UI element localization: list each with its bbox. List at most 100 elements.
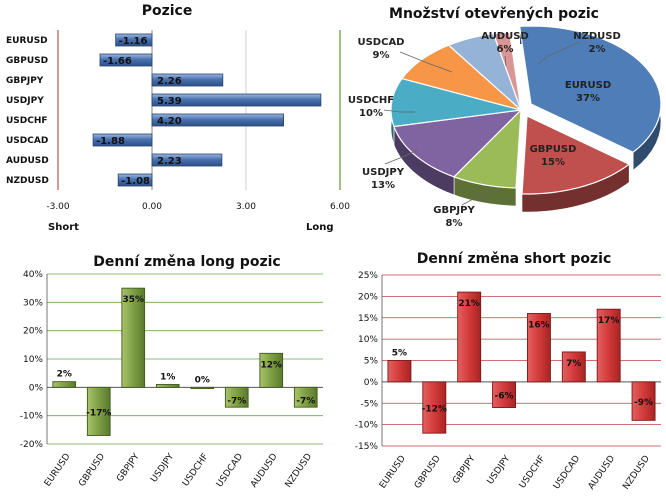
- bar-value-label: -9%: [634, 398, 653, 408]
- pie-slice: [452, 108, 522, 189]
- open-positions-pie-chart: Množství otevřených pozic EURUSD 37% GBPUS…: [348, 6, 662, 229]
- bar: [224, 386, 249, 408]
- pie-percent-label: 15%: [541, 157, 565, 168]
- long-change-chart: Denní změna long pozic -20% -10% 0% 10% 20% 3…: [20, 254, 323, 490]
- pie-category-label: AUDUSD: [481, 31, 528, 42]
- pie-leader-line: [504, 55, 507, 67]
- x-category-label: USDCAD: [552, 454, 582, 491]
- bar: [86, 386, 111, 436]
- x-category-label: USDCAD: [215, 452, 245, 489]
- x-category-label: USDCHF: [181, 452, 211, 488]
- bar-value-label: -1.88: [96, 136, 125, 147]
- position-bar: [151, 93, 322, 107]
- bar: [121, 287, 146, 388]
- pie-leader-line: [384, 149, 419, 165]
- pie-chart-title: Množství otevřených pozic: [389, 6, 599, 22]
- pie-percent-label: 10%: [359, 108, 383, 119]
- bar: [561, 351, 586, 383]
- pie-slice: [492, 31, 522, 111]
- bar-value-label: 16%: [528, 320, 550, 330]
- pie-leader-line: [383, 109, 415, 113]
- bar: [457, 291, 482, 383]
- y-tick-label: -5%: [360, 399, 378, 409]
- x-category-label: GBPUSD: [77, 452, 107, 489]
- short-label: Short: [48, 222, 79, 233]
- bar-value-label: -17%: [86, 408, 111, 418]
- bar-value-label: -7%: [296, 396, 315, 406]
- bar: [387, 360, 412, 383]
- bar: [259, 352, 284, 388]
- bar-value-label: 5.39: [157, 96, 182, 107]
- position-bar: [151, 153, 223, 167]
- bar-value-label: 7%: [566, 359, 581, 369]
- category-label: USDCAD: [6, 136, 48, 146]
- bar-value-label: 2.23: [157, 156, 182, 167]
- bar: [422, 381, 447, 434]
- short-change-chart-title: Denní změna short pozic: [417, 251, 612, 267]
- x-tick-label: -3.00: [46, 202, 70, 212]
- bar: [190, 386, 215, 389]
- long-change-chart-title: Denní změna long pozic: [93, 254, 280, 270]
- bar-value-label: 2%: [57, 370, 72, 380]
- category-label: USDCHF: [6, 116, 48, 126]
- bar-value-label: -7%: [227, 396, 246, 406]
- bar: [631, 381, 656, 421]
- bar-value-label: -1.16: [119, 36, 148, 47]
- position-bar: [92, 133, 153, 147]
- bar-value-label: -6%: [495, 392, 514, 402]
- x-category-label: GBPJPY: [451, 454, 478, 486]
- x-category-label: AUDUSD: [249, 452, 280, 490]
- pie-slice: [390, 77, 522, 128]
- x-category-label: NZDUSD: [621, 454, 652, 492]
- bar-value-label: 17%: [598, 316, 620, 326]
- positions-chart: Pozice -1.16 -1.66 2.26 5.39 4.20 -1.88 2.23 -1…: [6, 3, 350, 233]
- bar-value-label: 2.26: [157, 76, 182, 87]
- pie-leader-line: [537, 41, 581, 65]
- x-category-label: USDCHF: [518, 454, 548, 490]
- x-tick-label: 6.00: [330, 202, 350, 212]
- y-tick-label: 0%: [364, 378, 379, 388]
- bar: [52, 381, 77, 388]
- y-tick-label: 20%: [358, 292, 378, 302]
- category-label: EURUSD: [6, 36, 48, 46]
- x-category-label: NZDUSD: [284, 452, 315, 490]
- pie-percent-label: 8%: [446, 218, 463, 229]
- bar-value-label: -1.08: [121, 176, 150, 187]
- position-bar: [151, 113, 285, 127]
- x-category-label: EURUSD: [378, 454, 408, 491]
- y-tick-label: 20%: [23, 327, 43, 337]
- y-tick-label: 30%: [23, 298, 43, 308]
- pie-category-label: GBPUSD: [530, 144, 577, 155]
- pie-slice: [518, 25, 662, 153]
- bar: [293, 386, 318, 408]
- y-tick-label: -20%: [20, 440, 44, 450]
- pie-slice: [447, 33, 522, 111]
- x-category-label: USDJPY: [486, 454, 513, 487]
- pie-percent-label: 6%: [497, 44, 514, 55]
- bar-value-label: 5%: [392, 349, 407, 359]
- bar-value-label: 21%: [458, 299, 480, 309]
- bar: [596, 308, 621, 383]
- pie-category-label: GBPJPY: [433, 205, 475, 216]
- bar-value-label: 0%: [195, 375, 210, 385]
- bar-value-label: 12%: [260, 360, 282, 370]
- positions-chart-title: Pozice: [142, 3, 193, 19]
- pie-percent-label: 9%: [373, 50, 390, 61]
- y-tick-label: 5%: [364, 357, 379, 367]
- y-tick-label: 10%: [358, 335, 378, 345]
- position-bar: [115, 33, 153, 47]
- y-tick-label: -10%: [355, 421, 379, 431]
- y-tick-label: -15%: [355, 442, 379, 452]
- x-category-label: USDJPY: [149, 452, 176, 485]
- y-tick-label: 25%: [358, 271, 378, 281]
- y-tick-label: -10%: [20, 412, 44, 422]
- pie-leader-line: [461, 193, 491, 206]
- category-label: AUDUSD: [6, 156, 49, 166]
- y-tick-label: 0%: [29, 383, 44, 393]
- category-label: GBPUSD: [6, 56, 48, 66]
- category-label: GBPJPY: [6, 76, 44, 86]
- bar-value-label: 1%: [160, 373, 175, 383]
- x-category-label: EURUSD: [43, 452, 73, 489]
- pie-slice: [393, 109, 523, 178]
- x-category-label: GBPJPY: [115, 452, 142, 484]
